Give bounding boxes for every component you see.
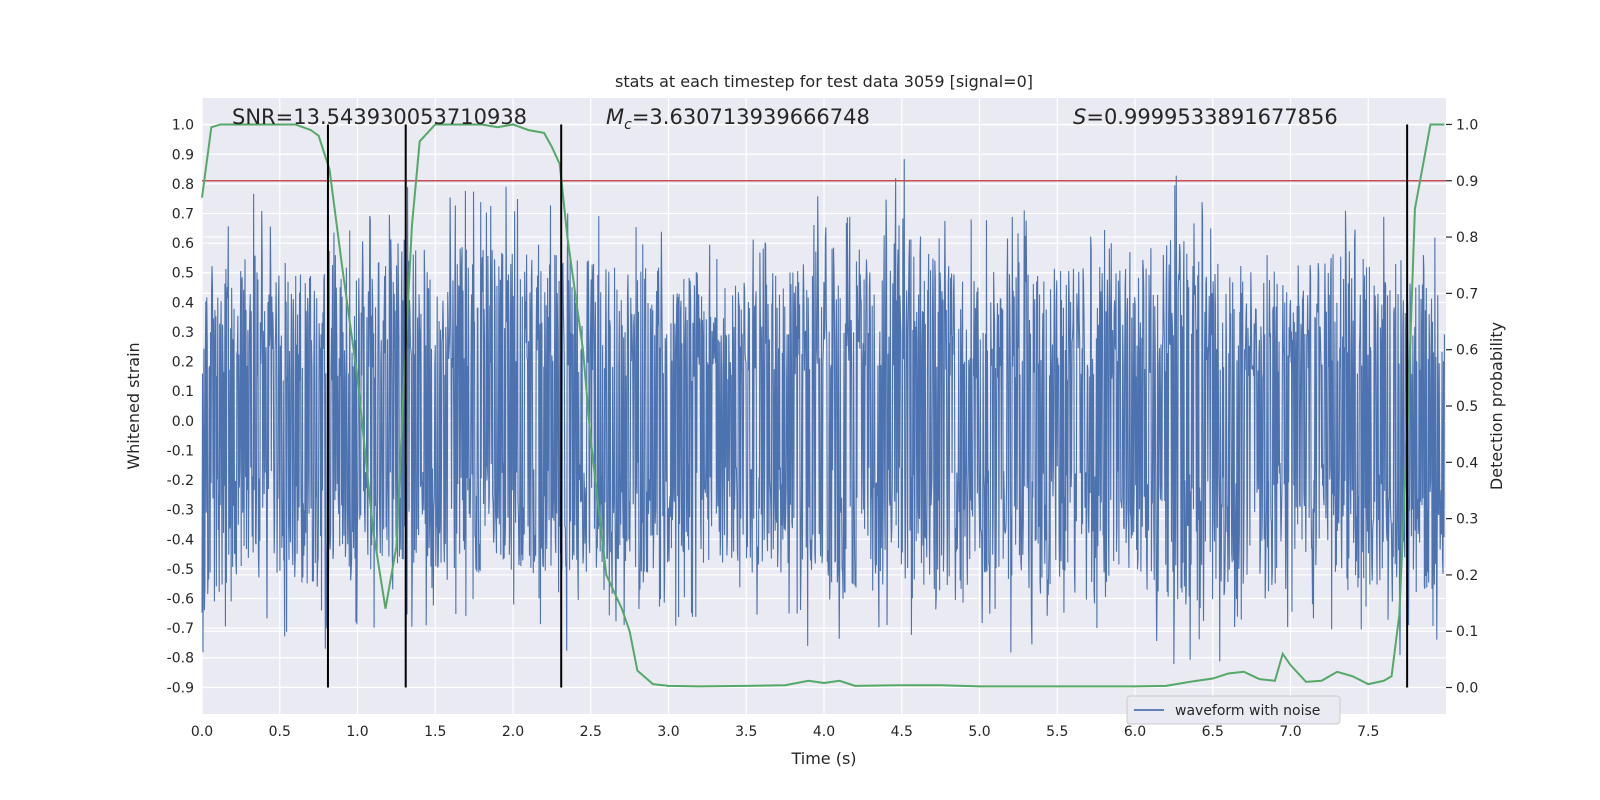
score-value: =0.9999533891677856 (1086, 105, 1337, 129)
x-tick-label: 6.0 (1124, 724, 1146, 740)
y-tick-label: -0.3 (167, 503, 194, 519)
x-tick-label: 3.5 (735, 724, 757, 740)
y-axis-ticks: 1.0 0.9 0.8 0.7 0.6 0.5 0.4 0.3 0.2 0.1 0.0 -0.1 -0.… (167, 118, 194, 697)
y-tick-label: 0.5 (172, 266, 194, 282)
y-axis-label: Whitened strain (124, 342, 143, 469)
y-tick-label: 0.4 (172, 295, 194, 311)
y2-tick-label: 0.8 (1456, 230, 1478, 246)
x-axis-ticks: 0.0 0.5 1.0 1.5 2.0 2.5 3.0 3.5 4.0 4.5 5.0 5.5 6.0 6… (191, 724, 1380, 740)
y-tick-label: 0.3 (172, 325, 194, 341)
y-tick-label: -0.9 (167, 680, 194, 696)
y2-tick-label: 1.0 (1456, 117, 1478, 133)
event-markers (326, 124, 1409, 688)
y2-tick-label: 0.3 (1456, 512, 1478, 528)
y-tick-label: 0.9 (172, 147, 194, 163)
legend: waveform with noise (1126, 695, 1341, 725)
legend-label: waveform with noise (1175, 703, 1320, 719)
x-tick-label: 0.0 (191, 724, 213, 740)
y-tick-label: 0.8 (172, 177, 194, 193)
y-tick-label: -0.4 (167, 532, 194, 548)
x-tick-label: 3.0 (657, 724, 679, 740)
chart-title: stats at each timestep for test data 305… (615, 72, 1033, 91)
y2-tick-label: 0.4 (1456, 455, 1478, 471)
x-tick-label: 5.5 (1046, 724, 1068, 740)
x-tick-label: 2.0 (502, 724, 524, 740)
y2-axis-label: Detection probability (1487, 322, 1506, 490)
x-tick-label: 2.5 (580, 724, 602, 740)
y-tick-label: 0.1 (172, 384, 194, 400)
x-tick-label: 6.5 (1202, 724, 1224, 740)
score-annotation: S=0.9999533891677856 (1073, 105, 1338, 129)
score-symbol: S (1073, 105, 1086, 129)
chirp-mass-value: =3.630713939666748 (632, 105, 870, 129)
y2-axis-ticks: 1.0 0.9 0.8 0.7 0.6 0.5 0.4 0.3 0.2 0.1 0.0 (1446, 117, 1478, 697)
x-tick-label: 7.5 (1357, 724, 1379, 740)
y-tick-label: -0.6 (167, 592, 194, 608)
chirp-mass-annotation: Mc=3.630713939666748 (606, 105, 870, 133)
x-axis-label: Time (s) (790, 749, 856, 768)
y-tick-label: 0.6 (172, 236, 194, 252)
chirp-mass-subscript: c (624, 117, 632, 133)
probability-series (201, 123, 1445, 688)
x-tick-label: 7.0 (1279, 724, 1301, 740)
y2-tick-label: 0.7 (1456, 286, 1478, 302)
y2-tick-label: 0.2 (1456, 568, 1478, 584)
y-tick-label: 0.7 (172, 207, 194, 223)
y-tick-label: -0.5 (167, 562, 194, 578)
waveform-series (201, 159, 1445, 665)
x-tick-label: 1.5 (424, 724, 446, 740)
y-tick-label: -0.1 (167, 443, 194, 459)
y2-tick-label: 0.1 (1456, 624, 1478, 640)
snr-annotation: SNR=13.543930053710938 (232, 105, 527, 129)
x-tick-label: 4.5 (891, 724, 913, 740)
y-tick-label: -0.7 (167, 621, 194, 637)
legend-box (1126, 695, 1341, 725)
y2-tick-label: 0.0 (1456, 681, 1478, 697)
x-tick-label: 4.0 (813, 724, 835, 740)
y2-tick-label: 0.5 (1456, 399, 1478, 415)
x-tick-label: 1.0 (346, 724, 368, 740)
chirp-mass-symbol: M (606, 105, 624, 129)
x-tick-label: 5.0 (968, 724, 990, 740)
y-tick-label: 1.0 (172, 118, 194, 134)
y2-tick-label: 0.9 (1456, 174, 1478, 190)
y-tick-label: -0.8 (167, 651, 194, 667)
y2-tick-label: 0.6 (1456, 343, 1478, 359)
x-tick-label: 0.5 (269, 724, 291, 740)
waveform-line (201, 159, 1445, 665)
y-tick-label: 0.0 (172, 414, 194, 430)
y-tick-label: -0.2 (167, 473, 194, 489)
y-tick-label: 0.2 (172, 355, 194, 371)
probability-line (201, 123, 1445, 688)
